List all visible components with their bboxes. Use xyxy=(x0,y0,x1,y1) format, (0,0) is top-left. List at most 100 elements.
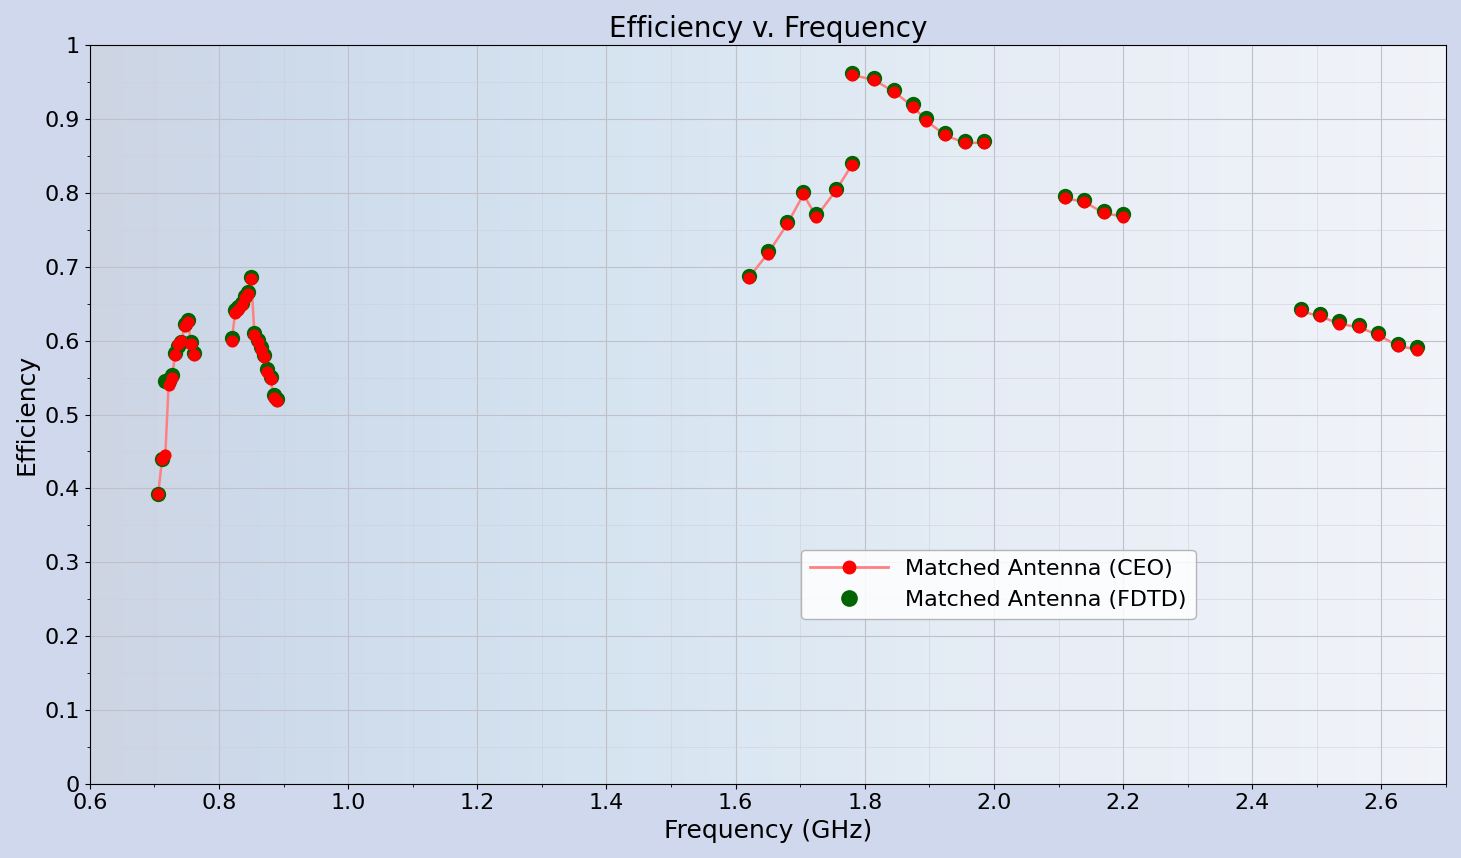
Point xyxy=(840,156,863,170)
Point xyxy=(234,291,257,305)
Point xyxy=(805,208,828,221)
X-axis label: Frequency (GHz): Frequency (GHz) xyxy=(663,819,872,843)
Point xyxy=(240,270,263,284)
Matched Antenna (FDTD) xyxy=(172,317,196,330)
Point xyxy=(736,271,760,285)
Point xyxy=(1112,208,1135,221)
Point xyxy=(757,245,780,258)
Point xyxy=(1053,191,1077,205)
Point xyxy=(973,134,996,148)
Point xyxy=(840,68,863,82)
Point xyxy=(1289,302,1312,316)
Point xyxy=(1347,321,1370,335)
Matched Antenna (CEO) xyxy=(153,448,177,462)
Point xyxy=(934,129,957,142)
Point xyxy=(262,390,285,404)
Point xyxy=(240,273,263,287)
Point xyxy=(259,370,282,384)
Point xyxy=(953,136,976,149)
Point xyxy=(805,209,828,223)
Point xyxy=(776,215,799,229)
Point xyxy=(245,333,269,347)
Point xyxy=(792,188,815,202)
Point xyxy=(245,335,269,349)
Matched Antenna (CEO) xyxy=(177,316,200,329)
Point xyxy=(262,389,285,402)
Point xyxy=(1386,339,1410,353)
Matched Antenna (FDTD) xyxy=(167,339,190,353)
Point xyxy=(1347,318,1370,332)
Matched Antenna (FDTD) xyxy=(177,313,200,327)
Point xyxy=(234,289,257,303)
Point xyxy=(1328,317,1351,330)
Point xyxy=(237,285,260,299)
Point xyxy=(1405,341,1429,354)
Matched Antenna (CEO) xyxy=(164,348,187,362)
Point xyxy=(934,126,957,140)
Point xyxy=(226,300,250,314)
Point xyxy=(243,326,266,340)
Matched Antenna (FDTD) xyxy=(180,335,203,349)
Point xyxy=(229,299,253,312)
Matched Antenna (FDTD) xyxy=(164,347,187,360)
Point xyxy=(1091,206,1115,220)
Point xyxy=(1309,307,1332,321)
Matched Antenna (CEO) xyxy=(161,371,184,384)
Point xyxy=(757,247,780,261)
Point xyxy=(1309,310,1332,323)
Point xyxy=(901,100,925,113)
Point xyxy=(1091,204,1115,218)
Matched Antenna (FDTD) xyxy=(153,374,177,388)
Title: Efficiency v. Frequency: Efficiency v. Frequency xyxy=(609,15,928,43)
Matched Antenna (CEO) xyxy=(146,486,169,500)
Point xyxy=(824,184,847,197)
Point xyxy=(1405,342,1429,356)
Y-axis label: Efficiency: Efficiency xyxy=(15,354,39,475)
Point xyxy=(250,341,273,354)
Matched Antenna (CEO) xyxy=(156,378,180,392)
Matched Antenna (CEO) xyxy=(167,337,190,351)
Point xyxy=(259,372,282,386)
Point xyxy=(1053,189,1077,202)
Point xyxy=(1366,328,1389,341)
Point xyxy=(1289,305,1312,318)
Matched Antenna (CEO) xyxy=(180,337,203,351)
Point xyxy=(221,331,244,345)
Point xyxy=(824,182,847,196)
Matched Antenna (FDTD) xyxy=(183,347,206,360)
Matched Antenna (FDTD) xyxy=(146,486,169,500)
Point xyxy=(1328,315,1351,329)
Legend: Matched Antenna (CEO), Matched Antenna (FDTD): Matched Antenna (CEO), Matched Antenna (… xyxy=(801,550,1197,619)
Matched Antenna (FDTD) xyxy=(161,369,184,383)
Point xyxy=(1386,337,1410,351)
Point xyxy=(1366,326,1389,340)
Point xyxy=(882,82,906,96)
Point xyxy=(863,71,887,85)
Point xyxy=(863,73,887,87)
Point xyxy=(253,350,276,364)
Point xyxy=(792,185,815,199)
Point xyxy=(224,304,247,317)
Point xyxy=(973,136,996,149)
Point xyxy=(736,269,760,282)
Point xyxy=(840,158,863,172)
Point xyxy=(221,334,244,347)
Matched Antenna (CEO) xyxy=(150,452,174,466)
Point xyxy=(250,342,273,356)
Point xyxy=(256,363,279,377)
Point xyxy=(915,114,938,128)
Point xyxy=(901,98,925,112)
Point xyxy=(266,392,289,406)
Point xyxy=(882,85,906,99)
Point xyxy=(953,134,976,148)
Point xyxy=(840,66,863,80)
Point xyxy=(776,217,799,231)
Matched Antenna (CEO) xyxy=(169,334,193,347)
Matched Antenna (FDTD) xyxy=(150,452,174,466)
Point xyxy=(229,296,253,310)
Point xyxy=(243,328,266,341)
Point xyxy=(1072,193,1096,207)
Point xyxy=(1072,195,1096,208)
Point xyxy=(253,347,276,361)
Point xyxy=(1112,209,1135,223)
